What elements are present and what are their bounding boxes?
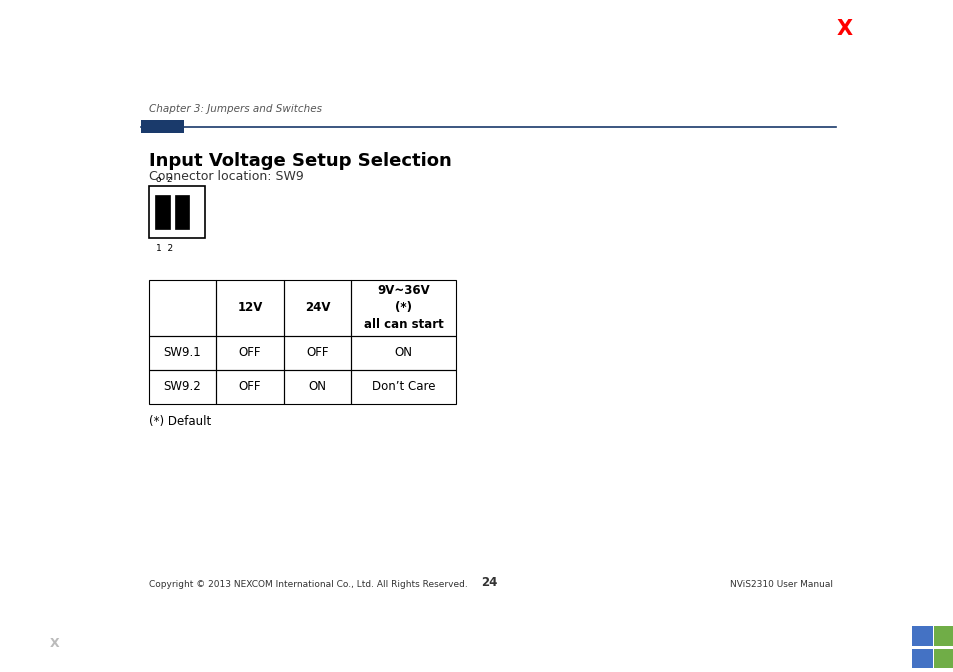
Bar [933,649,953,668]
Bar [149,280,216,336]
Bar [175,195,190,229]
Text: X: X [50,636,59,650]
Text: Connector location: SW9: Connector location: SW9 [149,169,303,183]
Text: OFF: OFF [306,346,329,360]
Bar [149,370,216,404]
Text: SW9.2: SW9.2 [164,380,201,394]
Bar [351,336,456,370]
Bar [284,336,351,370]
Text: 24: 24 [480,576,497,589]
Bar [155,195,170,229]
Bar [141,120,184,134]
Text: (*) Default: (*) Default [149,415,211,429]
Text: Input Voltage Setup Selection: Input Voltage Setup Selection [149,152,451,170]
Text: NViS2310 User Manual: NViS2310 User Manual [729,580,832,589]
Bar [216,370,284,404]
Text: ON: ON [308,380,326,394]
Text: OFF: OFF [238,380,261,394]
Bar [351,370,456,404]
Bar [284,370,351,404]
Text: NE: NE [787,19,819,39]
Bar [216,336,284,370]
Bar [149,185,205,239]
Text: Chapter 3: Jumpers and Switches: Chapter 3: Jumpers and Switches [149,104,321,114]
Bar [351,280,456,336]
Text: X: X [836,19,852,39]
Text: SW9.1: SW9.1 [164,346,201,360]
Bar [911,626,932,646]
Text: o  z: o z [156,175,172,183]
Text: 9V~36V
(*)
all can start: 9V~36V (*) all can start [363,284,443,331]
Text: COM: COM [66,636,98,650]
Text: NE: NE [17,636,36,650]
Text: 1  2: 1 2 [156,244,173,253]
Bar [284,280,351,336]
Bar [216,280,284,336]
Text: OFF: OFF [238,346,261,360]
Text: COM: COM [860,19,913,39]
Text: Copyright © 2013 NEXCOM International Co., Ltd. All Rights Reserved.: Copyright © 2013 NEXCOM International Co… [149,580,467,589]
Bar [911,649,932,668]
Text: ON: ON [395,346,412,360]
Bar [149,336,216,370]
Text: 24V: 24V [305,301,330,314]
Bar [933,626,953,646]
Text: 12V: 12V [237,301,262,314]
Text: Don’t Care: Don’t Care [372,380,435,394]
